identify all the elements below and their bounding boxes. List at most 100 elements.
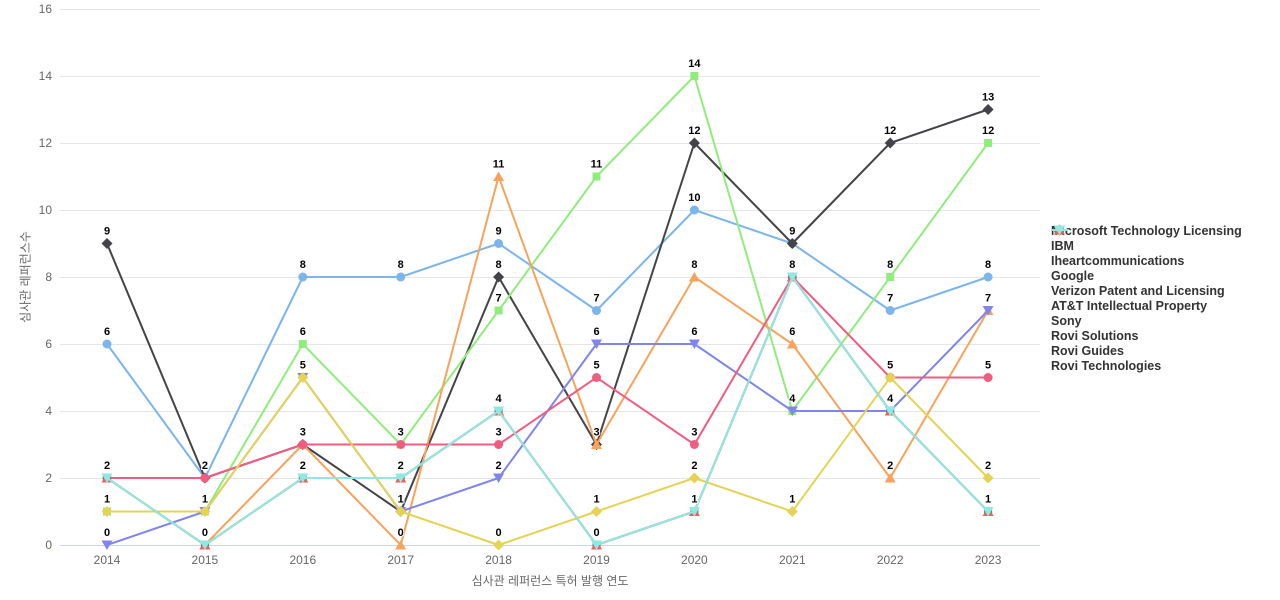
series-data-labels-rovi-guides: 2 0 2 2 4 0 1 8 4 1 [103, 258, 992, 540]
data-point-marker[interactable] [102, 339, 112, 349]
data-point-label: 1 [789, 494, 795, 506]
data-point-marker[interactable] [494, 440, 504, 449]
data-point-marker[interactable] [101, 238, 113, 249]
data-point-marker[interactable] [298, 440, 308, 449]
data-point-marker[interactable] [688, 339, 700, 350]
series-sony [101, 372, 994, 551]
data-point-marker[interactable] [884, 473, 896, 483]
legend-item-label: IBM [1051, 239, 1074, 253]
legend-item-rovi-technologies[interactable]: Rovi Technologies [1051, 225, 1242, 374]
data-point-label: 1 [985, 494, 991, 506]
data-point-marker[interactable] [982, 472, 994, 484]
data-point-marker[interactable] [688, 472, 700, 484]
y-tick-label: 4 [45, 404, 52, 418]
data-point-marker[interactable] [493, 539, 505, 551]
data-point-label: 5 [300, 360, 306, 372]
data-point-label: 2 [887, 460, 893, 472]
data-point-marker[interactable] [885, 306, 895, 315]
data-point-marker[interactable] [395, 506, 407, 517]
data-point-label: 0 [104, 527, 110, 539]
data-point-marker[interactable] [494, 306, 503, 315]
data-point-label: 2 [398, 460, 404, 472]
data-point-marker[interactable] [592, 172, 601, 181]
data-point-label: 4 [887, 393, 894, 405]
data-point-marker[interactable] [786, 238, 798, 249]
legend-item-ibm[interactable]: IBM [1051, 224, 1242, 254]
data-point-marker[interactable] [298, 272, 308, 282]
data-point-marker[interactable] [884, 406, 896, 417]
data-point-marker[interactable] [786, 339, 798, 349]
data-point-marker[interactable] [591, 540, 602, 551]
data-point-marker[interactable] [297, 473, 309, 484]
data-point-marker[interactable] [591, 339, 602, 350]
data-point-marker[interactable] [689, 205, 699, 215]
data-point-marker[interactable] [395, 540, 407, 550]
data-point-marker[interactable] [786, 272, 798, 283]
data-point-marker[interactable] [886, 273, 895, 281]
legend-item-verizon-patent-and-licensing[interactable]: Verizon Patent and Licensing [1051, 225, 1242, 299]
data-point-marker[interactable] [395, 473, 407, 484]
data-point-label: 2 [398, 460, 404, 472]
data-point-marker[interactable] [298, 340, 307, 348]
data-point-label: 2 [398, 460, 404, 472]
data-point-marker[interactable] [101, 506, 113, 517]
data-point-marker[interactable] [786, 506, 798, 517]
data-point-marker[interactable] [982, 104, 994, 115]
data-point-marker[interactable] [786, 406, 798, 417]
data-point-marker[interactable] [690, 72, 699, 80]
legend-item-microsoft-technology-licensing[interactable]: Microsoft Technology Licensing [1051, 224, 1242, 239]
data-point-marker[interactable] [199, 506, 211, 517]
data-point-marker[interactable] [101, 540, 113, 551]
series-data-labels-rovi-solutions: 2 0 2 2 4 0 1 8 4 1 [103, 258, 992, 540]
data-point-marker[interactable] [494, 239, 504, 248]
data-point-marker[interactable] [689, 440, 699, 449]
data-point-label: 1 [691, 494, 697, 506]
data-point-marker[interactable] [591, 439, 602, 450]
data-point-marker[interactable] [297, 372, 309, 383]
data-point-label: 1 [104, 494, 110, 506]
data-point-marker[interactable] [493, 271, 505, 283]
legend-item-rovi-solutions[interactable]: Rovi Solutions [1051, 226, 1242, 344]
legend-item-iheartcommunications[interactable]: Iheartcommunications [1051, 226, 1242, 269]
data-point-marker[interactable] [591, 506, 602, 517]
data-point-marker[interactable] [884, 372, 896, 383]
data-point-marker[interactable] [101, 473, 113, 484]
data-point-marker[interactable] [200, 473, 210, 483]
data-point-label: 2 [104, 460, 110, 472]
data-point-marker[interactable] [396, 440, 406, 449]
y-tick-label: 6 [45, 337, 52, 351]
data-point-marker[interactable] [688, 272, 700, 282]
data-point-marker[interactable] [493, 406, 505, 417]
data-point-marker[interactable] [592, 306, 601, 315]
y-tick-label: 12 [38, 136, 52, 150]
data-point-label: 2 [202, 460, 208, 472]
data-point-marker[interactable] [493, 473, 505, 484]
data-point-marker[interactable] [884, 137, 896, 149]
data-point-marker[interactable] [592, 373, 601, 382]
data-point-label: 6 [104, 326, 110, 338]
data-point-marker[interactable] [688, 507, 700, 517]
data-point-label: 0 [593, 527, 599, 539]
data-point-marker[interactable] [982, 306, 994, 316]
data-point-marker[interactable] [983, 272, 993, 282]
data-point-marker[interactable] [199, 540, 211, 551]
data-point-label: 3 [691, 427, 697, 439]
data-point-label: 0 [593, 527, 599, 539]
data-point-label: 6 [691, 326, 697, 338]
data-point-marker[interactable] [688, 137, 700, 149]
legend-item-rovi-guides[interactable]: Rovi Guides [1051, 225, 1242, 359]
legend-item-label: Microsoft Technology Licensing [1051, 224, 1242, 238]
data-point-label: 8 [789, 259, 795, 271]
legend-item-google[interactable]: Google [1051, 225, 1242, 284]
data-point-marker[interactable] [983, 373, 993, 382]
data-point-marker[interactable] [396, 272, 406, 282]
legend-item-sony[interactable]: Sony [1051, 224, 1242, 329]
data-point-marker[interactable] [984, 139, 993, 147]
data-point-label: 1 [398, 494, 404, 506]
legend-item-label: Verizon Patent and Licensing [1051, 284, 1225, 298]
legend-item-label: Rovi Solutions [1051, 329, 1139, 343]
data-point-marker[interactable] [982, 507, 994, 517]
data-point-marker[interactable] [493, 171, 505, 182]
data-point-label: 8 [300, 259, 306, 271]
legend-item-at-t-intellectual-property[interactable]: AT&T Intellectual Property [1051, 225, 1242, 314]
